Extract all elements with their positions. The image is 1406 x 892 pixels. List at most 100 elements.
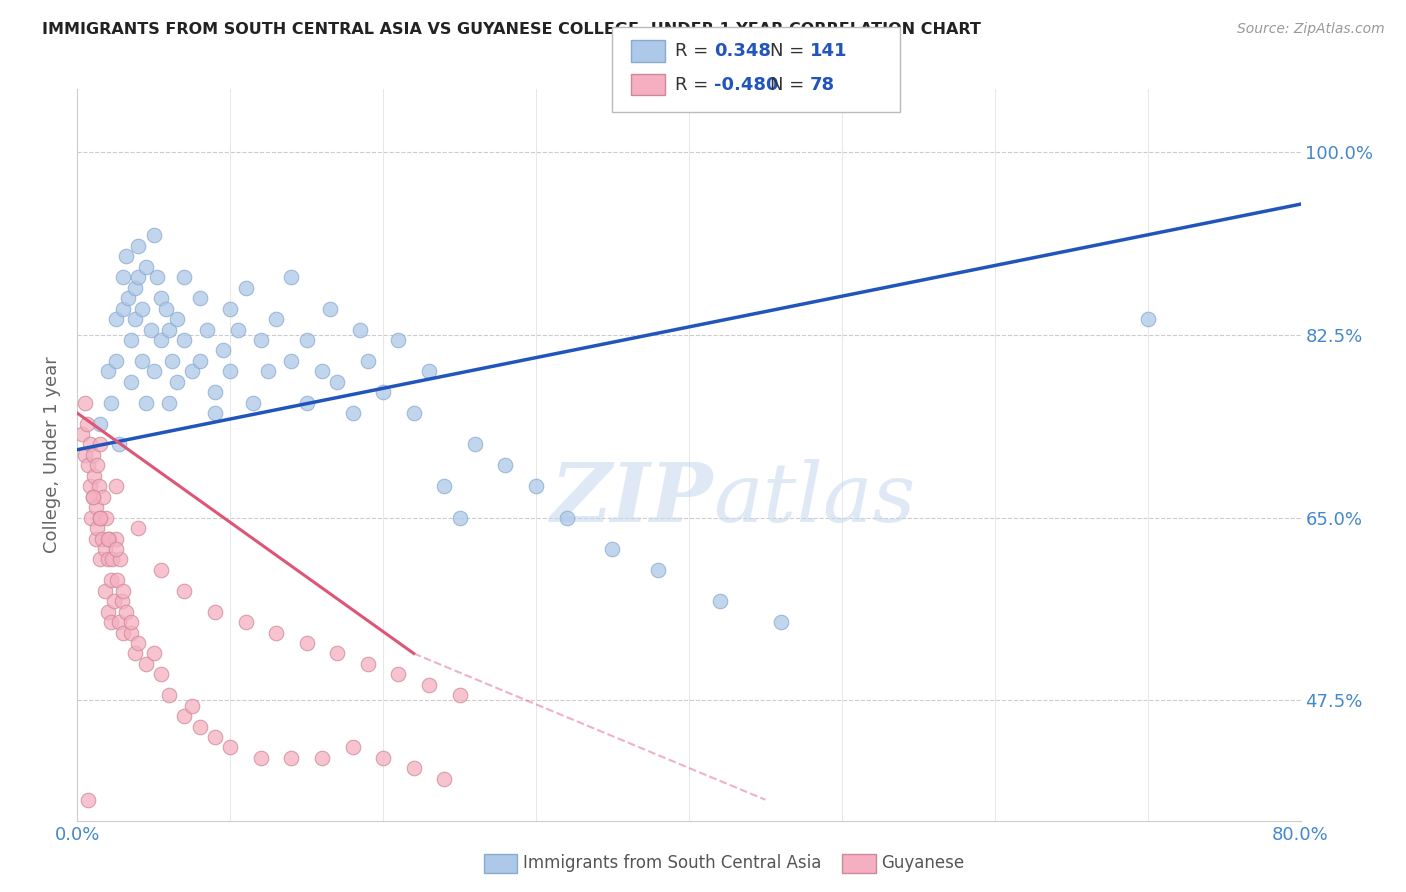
Point xyxy=(79,437,101,451)
Point xyxy=(219,364,242,378)
Point xyxy=(135,657,157,671)
Text: Source: ZipAtlas.com: Source: ZipAtlas.com xyxy=(1237,22,1385,37)
Point xyxy=(280,751,302,765)
Point xyxy=(311,364,333,378)
Point xyxy=(150,667,173,681)
Point xyxy=(142,647,165,661)
Point xyxy=(433,479,456,493)
Point xyxy=(104,541,127,556)
Point xyxy=(257,364,280,378)
Point xyxy=(82,490,104,504)
Point xyxy=(94,583,117,598)
Point xyxy=(100,615,122,629)
Point xyxy=(204,730,226,744)
Point xyxy=(157,322,180,336)
Point xyxy=(769,615,792,629)
Text: R =: R = xyxy=(675,76,714,94)
Point xyxy=(107,615,129,629)
Point xyxy=(124,281,146,295)
Point xyxy=(90,532,112,546)
Text: ZIP: ZIP xyxy=(551,458,713,539)
Point xyxy=(89,510,111,524)
Point xyxy=(89,417,111,431)
Point xyxy=(219,301,242,316)
Point xyxy=(295,636,318,650)
Point xyxy=(495,458,517,473)
Text: 78: 78 xyxy=(810,76,835,94)
Point xyxy=(98,532,121,546)
Point xyxy=(124,647,146,661)
Point xyxy=(112,583,135,598)
Point xyxy=(112,301,135,316)
Point xyxy=(371,751,394,765)
Point xyxy=(120,625,142,640)
Point xyxy=(709,594,731,608)
Point xyxy=(204,605,226,619)
Point xyxy=(100,395,122,409)
Point xyxy=(131,301,153,316)
Point xyxy=(120,375,142,389)
Point xyxy=(150,563,173,577)
Point xyxy=(280,270,302,285)
Text: R =: R = xyxy=(675,42,714,60)
Point xyxy=(82,448,104,462)
Point xyxy=(188,720,211,734)
Point xyxy=(97,605,120,619)
Point xyxy=(524,479,547,493)
Point xyxy=(83,468,105,483)
Point xyxy=(82,490,104,504)
Point xyxy=(357,657,380,671)
Point xyxy=(318,301,340,316)
Point xyxy=(150,291,173,305)
Point xyxy=(242,395,264,409)
Point xyxy=(602,541,624,556)
Point xyxy=(226,322,249,336)
Point xyxy=(80,510,103,524)
Point xyxy=(295,395,318,409)
Point xyxy=(97,552,120,566)
Point xyxy=(160,354,183,368)
Text: N =: N = xyxy=(770,76,810,94)
Point xyxy=(105,574,128,588)
Point xyxy=(128,239,150,253)
Point xyxy=(326,375,349,389)
Point xyxy=(188,291,211,305)
Point xyxy=(264,625,287,640)
Point xyxy=(104,312,127,326)
Point xyxy=(97,532,120,546)
Point xyxy=(94,541,117,556)
Point xyxy=(181,698,204,713)
Point xyxy=(86,458,108,473)
Text: Guyanese: Guyanese xyxy=(882,855,965,872)
Point xyxy=(173,709,195,723)
Point xyxy=(173,270,195,285)
Point xyxy=(342,406,364,420)
Point xyxy=(264,312,287,326)
Point xyxy=(357,354,380,368)
Point xyxy=(219,740,242,755)
Point xyxy=(146,270,169,285)
Y-axis label: College, Under 1 year: College, Under 1 year xyxy=(44,357,62,553)
Point xyxy=(107,437,129,451)
Point xyxy=(173,583,195,598)
Point xyxy=(115,249,138,263)
Point xyxy=(108,552,131,566)
Point xyxy=(115,605,138,619)
Text: IMMIGRANTS FROM SOUTH CENTRAL ASIA VS GUYANESE COLLEGE, UNDER 1 YEAR CORRELATION: IMMIGRANTS FROM SOUTH CENTRAL ASIA VS GU… xyxy=(42,22,981,37)
Point xyxy=(142,364,165,378)
Point xyxy=(120,333,142,347)
Point xyxy=(87,479,110,493)
Point xyxy=(128,636,150,650)
Point xyxy=(402,761,425,775)
Point xyxy=(91,490,114,504)
Point xyxy=(387,667,409,681)
Point xyxy=(89,510,111,524)
Text: -0.480: -0.480 xyxy=(714,76,779,94)
Point xyxy=(1136,312,1159,326)
Point xyxy=(112,625,135,640)
Point xyxy=(142,228,165,243)
Point xyxy=(342,740,364,755)
Point xyxy=(157,395,180,409)
Point xyxy=(647,563,669,577)
Point xyxy=(112,270,135,285)
